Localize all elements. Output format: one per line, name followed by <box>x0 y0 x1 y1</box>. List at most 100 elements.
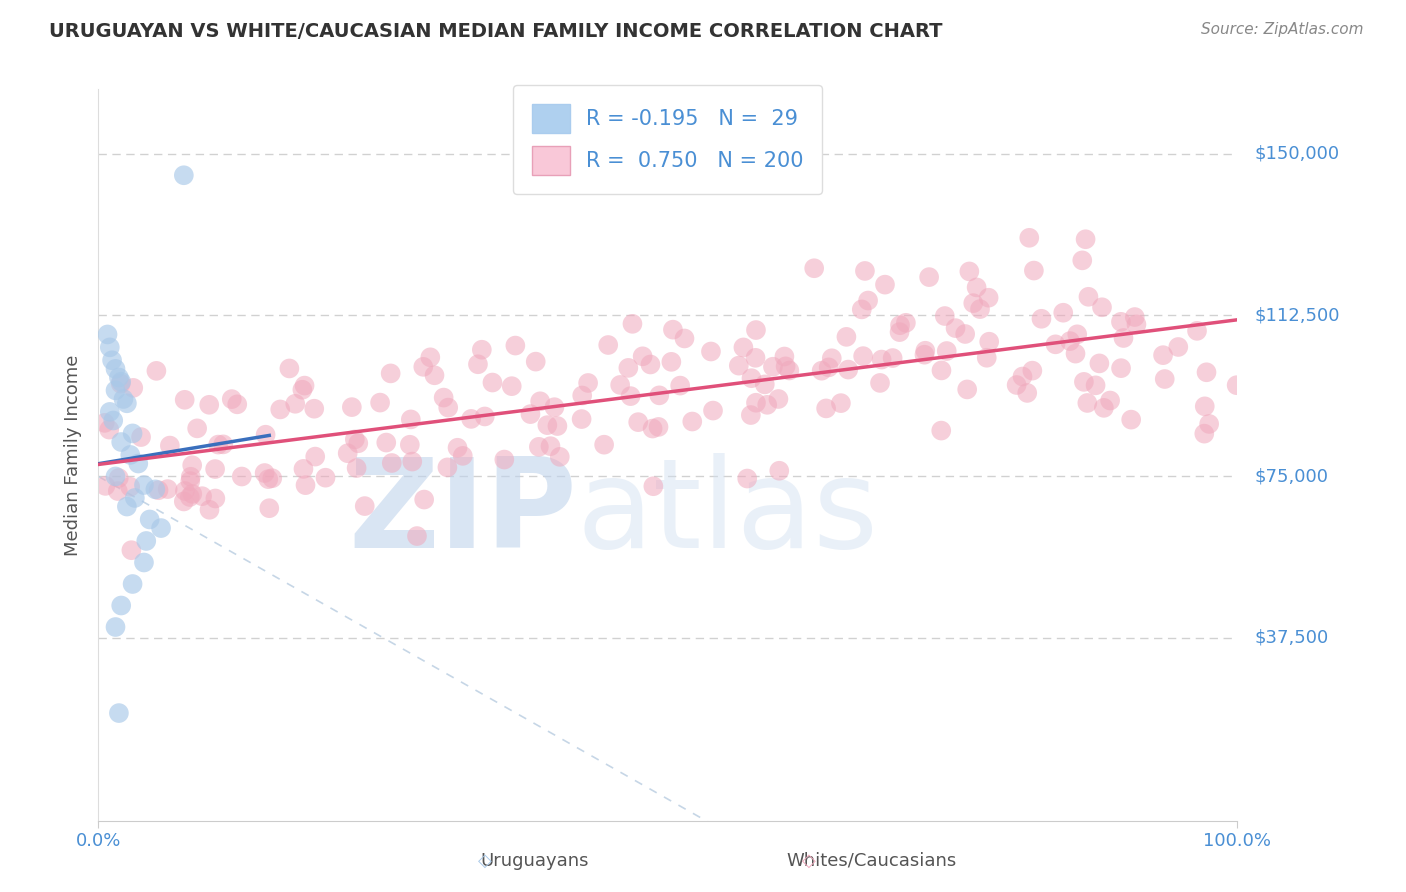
Point <box>957 264 980 278</box>
Point <box>768 464 790 478</box>
Point <box>315 471 337 485</box>
Point <box>1091 300 1114 314</box>
Point <box>433 391 456 405</box>
Point <box>745 395 768 409</box>
Point <box>869 376 891 390</box>
Point <box>98 405 121 419</box>
Point <box>110 376 132 391</box>
Point <box>505 338 527 352</box>
Point <box>536 418 558 433</box>
Point <box>619 389 641 403</box>
Point <box>156 482 179 496</box>
Point <box>150 521 173 535</box>
Point <box>135 533 157 548</box>
Point <box>733 340 755 354</box>
Point <box>191 489 214 503</box>
Point <box>727 359 749 373</box>
Point <box>132 556 155 570</box>
Point <box>173 168 195 182</box>
Point <box>1123 310 1146 324</box>
Point <box>94 479 117 493</box>
Point <box>641 421 664 435</box>
Point <box>108 370 131 384</box>
Point <box>304 401 326 416</box>
Point <box>815 401 838 416</box>
Point <box>294 478 316 492</box>
Point <box>519 407 541 421</box>
Point <box>375 435 398 450</box>
Point <box>413 492 436 507</box>
Text: URUGUAYAN VS WHITE/CAUCASIAN MEDIAN FAMILY INCOME CORRELATION CHART: URUGUAYAN VS WHITE/CAUCASIAN MEDIAN FAMI… <box>49 22 942 41</box>
Point <box>120 448 142 462</box>
Point <box>1021 364 1043 378</box>
Point <box>773 350 796 364</box>
Point <box>1109 361 1132 376</box>
Point <box>1226 378 1249 392</box>
Point <box>821 351 844 366</box>
Point <box>460 412 482 426</box>
Text: Whites/Caucasians: Whites/Caucasians <box>786 852 957 870</box>
Point <box>104 384 127 398</box>
Point <box>353 499 375 513</box>
Point <box>231 469 253 483</box>
Text: Source: ZipAtlas.com: Source: ZipAtlas.com <box>1201 22 1364 37</box>
Point <box>181 458 204 473</box>
Point <box>914 348 936 362</box>
Point <box>956 383 979 397</box>
Point <box>810 364 832 378</box>
Point <box>254 427 277 442</box>
Point <box>1194 400 1216 414</box>
Point <box>148 483 170 498</box>
Point <box>1109 315 1132 329</box>
Point <box>173 494 195 508</box>
Point <box>527 440 550 454</box>
Point <box>740 408 762 422</box>
Point <box>640 358 662 372</box>
Point <box>451 449 474 463</box>
Point <box>436 460 458 475</box>
Point <box>380 367 402 381</box>
Point <box>132 478 155 492</box>
Point <box>98 340 121 354</box>
Point <box>882 351 904 365</box>
Point <box>1066 327 1088 342</box>
Point <box>894 316 917 330</box>
Point <box>501 379 523 393</box>
Point <box>1059 334 1081 348</box>
Point <box>889 318 911 333</box>
Point <box>474 409 496 424</box>
Point <box>159 439 181 453</box>
Point <box>145 483 167 497</box>
Text: $112,500: $112,500 <box>1254 306 1340 324</box>
Point <box>953 326 976 341</box>
Point <box>1153 372 1175 386</box>
Point <box>347 436 370 450</box>
Point <box>368 395 391 409</box>
Point <box>979 334 1001 349</box>
Point <box>1045 337 1067 351</box>
Point <box>471 343 494 357</box>
Point <box>754 377 776 392</box>
Point <box>96 327 118 342</box>
Point <box>1185 324 1208 338</box>
Point <box>101 353 124 368</box>
Point <box>977 291 1000 305</box>
Point <box>145 364 167 378</box>
Point <box>918 270 941 285</box>
Point <box>934 309 956 323</box>
Point <box>262 471 284 485</box>
Point <box>446 441 468 455</box>
Point <box>1125 318 1147 332</box>
Point <box>110 435 132 450</box>
Point <box>1022 263 1045 277</box>
Point <box>543 400 565 414</box>
Point <box>494 452 516 467</box>
Point <box>284 397 307 411</box>
Point <box>93 416 115 430</box>
Point <box>524 354 547 368</box>
Point <box>1074 232 1097 246</box>
Point <box>179 490 201 504</box>
Point <box>817 360 839 375</box>
Point <box>115 396 138 410</box>
Point <box>336 446 359 460</box>
